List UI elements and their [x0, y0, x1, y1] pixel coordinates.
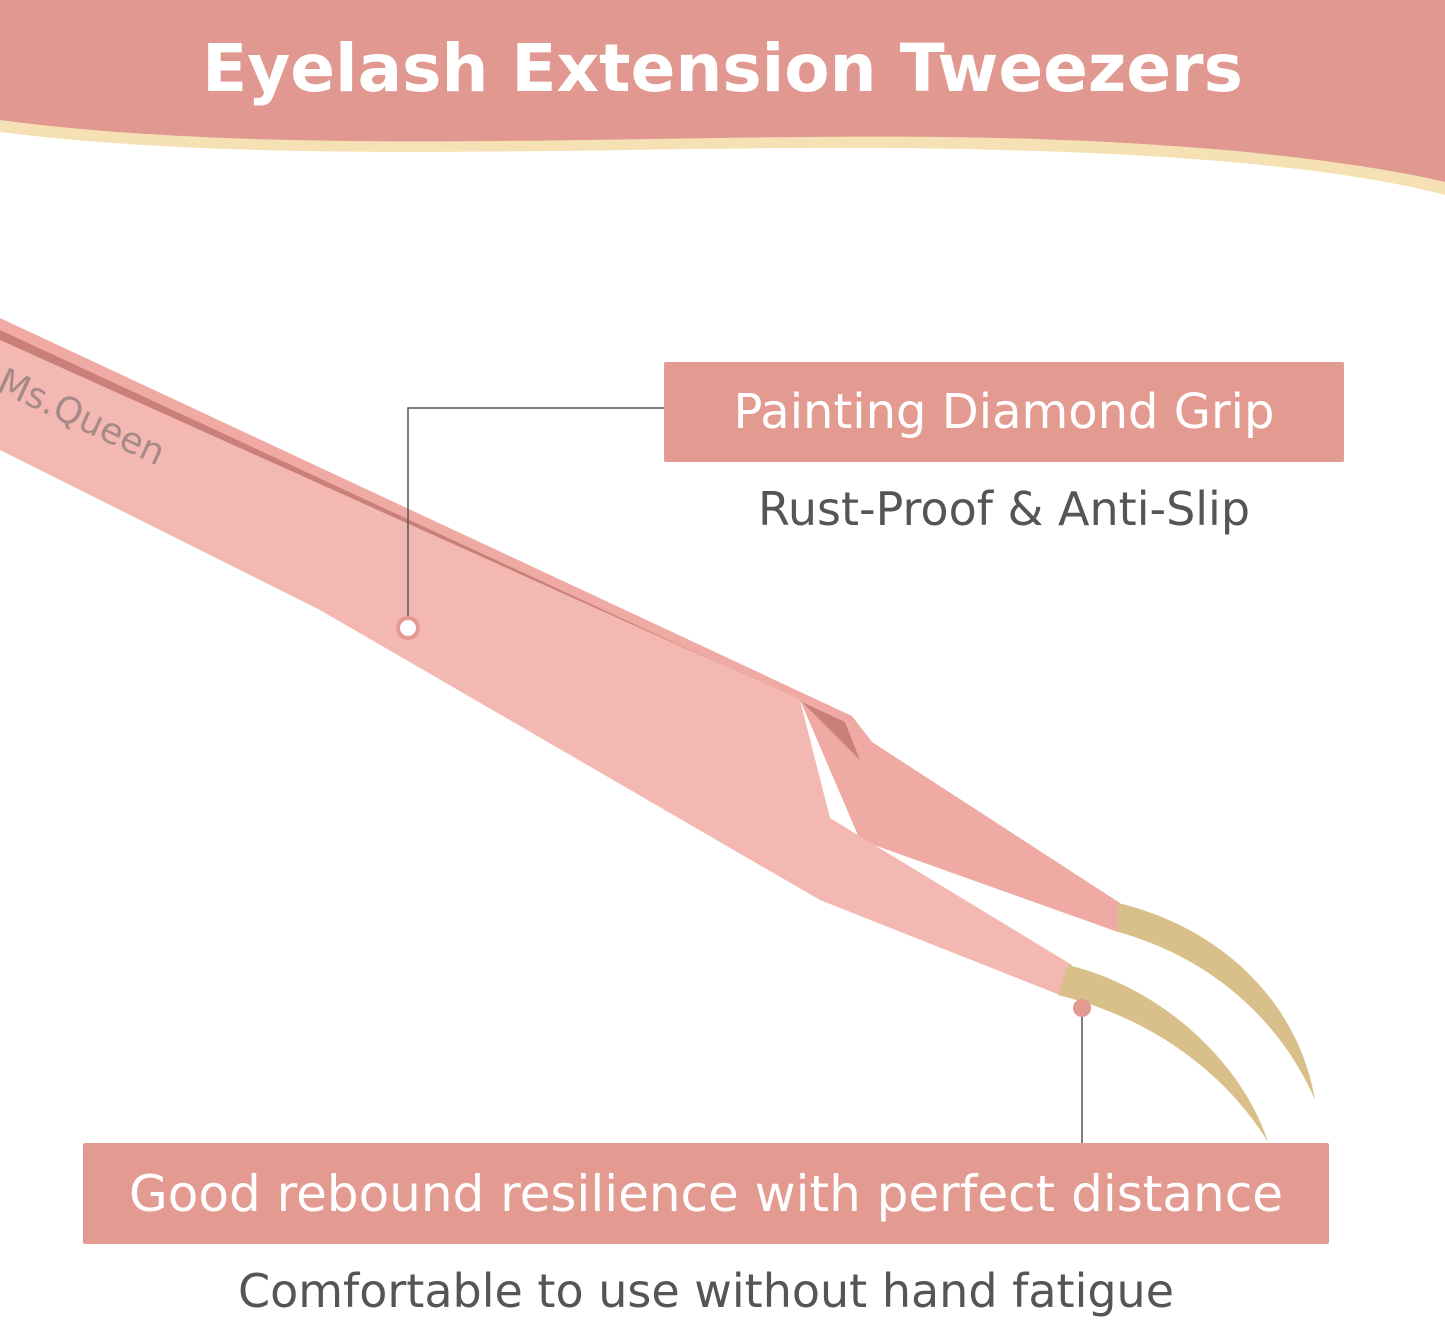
callout-label-rebound: Good rebound resilience with perfect dis… [83, 1143, 1329, 1244]
header-banner [0, 0, 1445, 182]
tip-lower-gold-icon [1058, 965, 1268, 1142]
tweezers-image: Ms.Queen [0, 318, 1315, 1142]
callout-label-grip: Painting Diamond Grip [664, 362, 1344, 462]
callout-caption-rebound: Comfortable to use without hand fatigue [237, 1264, 1174, 1318]
callout-dot-1 [396, 616, 420, 640]
callout-dot-2 [1073, 999, 1091, 1017]
tweezer-upper-arm [0, 318, 1120, 932]
callout-caption-grip: Rust-Proof & Anti-Slip [757, 482, 1251, 536]
callout-connector-1 [407, 407, 664, 628]
tip-upper-gold-icon [1118, 903, 1315, 1100]
tweezer-lower-arm [0, 340, 1072, 995]
page-title: Eyelash Extension Tweezers [202, 30, 1243, 107]
